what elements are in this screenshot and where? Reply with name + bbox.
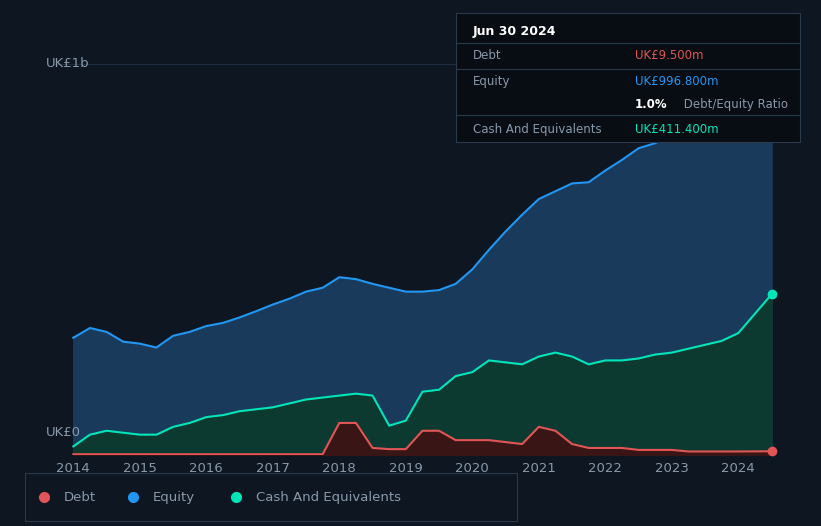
Text: UK£411.400m: UK£411.400m (635, 123, 718, 136)
Text: UK£0: UK£0 (46, 426, 81, 439)
Text: Equity: Equity (153, 491, 195, 503)
Text: UK£996.800m: UK£996.800m (635, 75, 718, 88)
Text: Equity: Equity (473, 75, 511, 88)
Text: UK£9.500m: UK£9.500m (635, 49, 704, 62)
Text: 1.0%: 1.0% (635, 98, 667, 111)
Text: UK£1b: UK£1b (46, 57, 89, 70)
Text: Debt: Debt (473, 49, 502, 62)
Text: Jun 30 2024: Jun 30 2024 (473, 25, 557, 38)
Text: Debt/Equity Ratio: Debt/Equity Ratio (680, 98, 788, 111)
Text: Cash And Equivalents: Cash And Equivalents (473, 123, 602, 136)
Text: Debt: Debt (64, 491, 96, 503)
Text: Cash And Equivalents: Cash And Equivalents (256, 491, 401, 503)
